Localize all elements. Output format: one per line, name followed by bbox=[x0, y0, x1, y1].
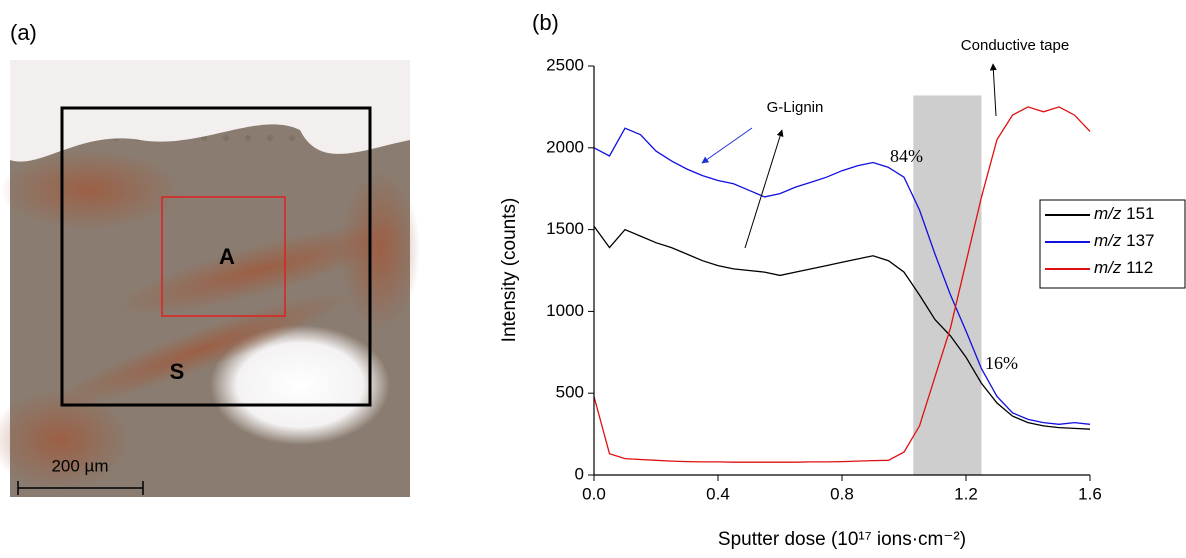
legend-label: m/z 137 bbox=[1094, 231, 1154, 250]
panel-label: (a) bbox=[10, 20, 37, 45]
annotation: Conductive tape bbox=[961, 37, 1069, 54]
series-line bbox=[593, 127, 1091, 425]
series-line bbox=[593, 225, 1091, 430]
x-tick-label: 0.8 bbox=[830, 484, 854, 503]
y-tick-label: 2000 bbox=[546, 137, 584, 156]
y-tick-label: 1000 bbox=[546, 301, 584, 320]
region-label: A bbox=[219, 244, 235, 269]
micrograph bbox=[0, 60, 420, 497]
scale-bar-label: 200 µm bbox=[51, 456, 108, 475]
series-line bbox=[593, 106, 1091, 463]
x-tick-label: 1.2 bbox=[954, 484, 978, 503]
legend-label: m/z 151 bbox=[1094, 204, 1154, 223]
y-tick-label: 0 bbox=[575, 464, 584, 483]
y-tick-label: 1500 bbox=[546, 219, 584, 238]
x-tick-label: 0.0 bbox=[582, 484, 606, 503]
panel-label: (b) bbox=[532, 10, 559, 35]
x-tick-label: 1.6 bbox=[1078, 484, 1102, 503]
plot: 0 500 1000 1500 2000 2500 0.0 0.4 0.8 1.2 1.6 bbox=[546, 55, 1102, 503]
annotation-arrow bbox=[701, 127, 753, 164]
annotation-arrow bbox=[744, 129, 784, 249]
region-label: S bbox=[170, 359, 185, 384]
x-axis-title: Sputter dose (10¹⁷ ions·cm⁻²) bbox=[718, 529, 966, 550]
legend-entries: m/z 151 m/z 137 m/z 112 bbox=[1045, 204, 1154, 277]
y-tick-label: 2500 bbox=[546, 55, 584, 74]
y-tick-label: 500 bbox=[556, 383, 584, 402]
legend-label: m/z 112 bbox=[1094, 258, 1153, 277]
annotation: 16% bbox=[985, 353, 1018, 373]
y-axis-title: Intensity (counts) bbox=[499, 198, 520, 343]
x-tick-label: 0.4 bbox=[706, 484, 730, 503]
annotation: G-Lignin bbox=[767, 99, 824, 116]
annotation-arrow bbox=[989, 63, 997, 117]
annotation: 84% bbox=[890, 146, 923, 166]
